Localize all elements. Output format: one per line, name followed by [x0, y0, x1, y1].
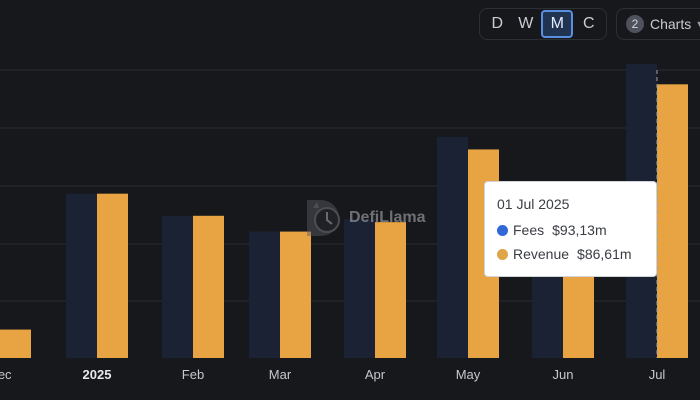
tooltip-fees-value: $93,13m [552, 222, 607, 238]
defillama-watermark: DefiLlama [303, 196, 425, 240]
revenue-legend-dot [497, 248, 508, 260]
bar-fees-may[interactable] [437, 136, 468, 358]
bar-revenue-jul[interactable] [657, 84, 688, 358]
x-tick-label: Apr [365, 367, 386, 382]
bar-revenue-dec[interactable] [0, 329, 31, 358]
fees-legend-dot [497, 224, 508, 236]
charts-count-badge: 2 [626, 15, 644, 33]
tooltip-revenue-value: $86,61m [577, 246, 632, 262]
tooltip-fees-label: Fees [513, 222, 545, 238]
x-tick-label: Dec [0, 367, 12, 382]
charts-label: Charts [650, 16, 692, 32]
charts-dropdown-button[interactable]: 2 Charts ▾ [616, 8, 700, 40]
interval-month-button[interactable]: M [541, 10, 574, 38]
x-tick-label: May [456, 367, 481, 382]
interval-toggle: D W M C [479, 8, 607, 40]
bar-revenue-feb[interactable] [193, 215, 224, 358]
tooltip-row-revenue: Revenue $86,61m [497, 242, 656, 266]
llama-logo-icon [307, 200, 340, 236]
watermark-text: DefiLlama [349, 209, 426, 226]
interval-week-button[interactable]: W [518, 15, 534, 32]
bar-fees-2025[interactable] [66, 193, 97, 358]
bar-fees-mar[interactable] [249, 231, 280, 358]
bar-revenue-apr[interactable] [375, 222, 406, 358]
x-tick-label: 2025 [83, 367, 112, 382]
bar-fees-feb[interactable] [162, 215, 193, 358]
x-axis-ticks: Dec 2025 Feb Mar Apr May Jun Jul [0, 367, 665, 382]
x-tick-label: Jun [553, 367, 574, 382]
tooltip-date: 01 Jul 2025 [497, 196, 570, 212]
x-tick-label: Feb [182, 367, 204, 382]
bar-fees-apr[interactable] [344, 218, 375, 358]
bar-revenue-mar[interactable] [280, 231, 311, 358]
bars [0, 63, 688, 359]
bar-revenue-2025[interactable] [97, 193, 128, 358]
tooltip-row-fees: Fees $93,13m [497, 218, 656, 242]
interval-cumulative-button[interactable]: C [582, 15, 595, 32]
chevron-down-icon: ▾ [697, 18, 700, 30]
x-tick-label: Mar [269, 367, 292, 382]
x-tick-label: Jul [649, 367, 666, 382]
tooltip-revenue-label: Revenue [513, 246, 570, 262]
chart-tooltip: 01 Jul 2025 Fees $93,13m Revenue $86,61m [484, 181, 657, 277]
interval-day-button[interactable]: D [491, 15, 504, 32]
